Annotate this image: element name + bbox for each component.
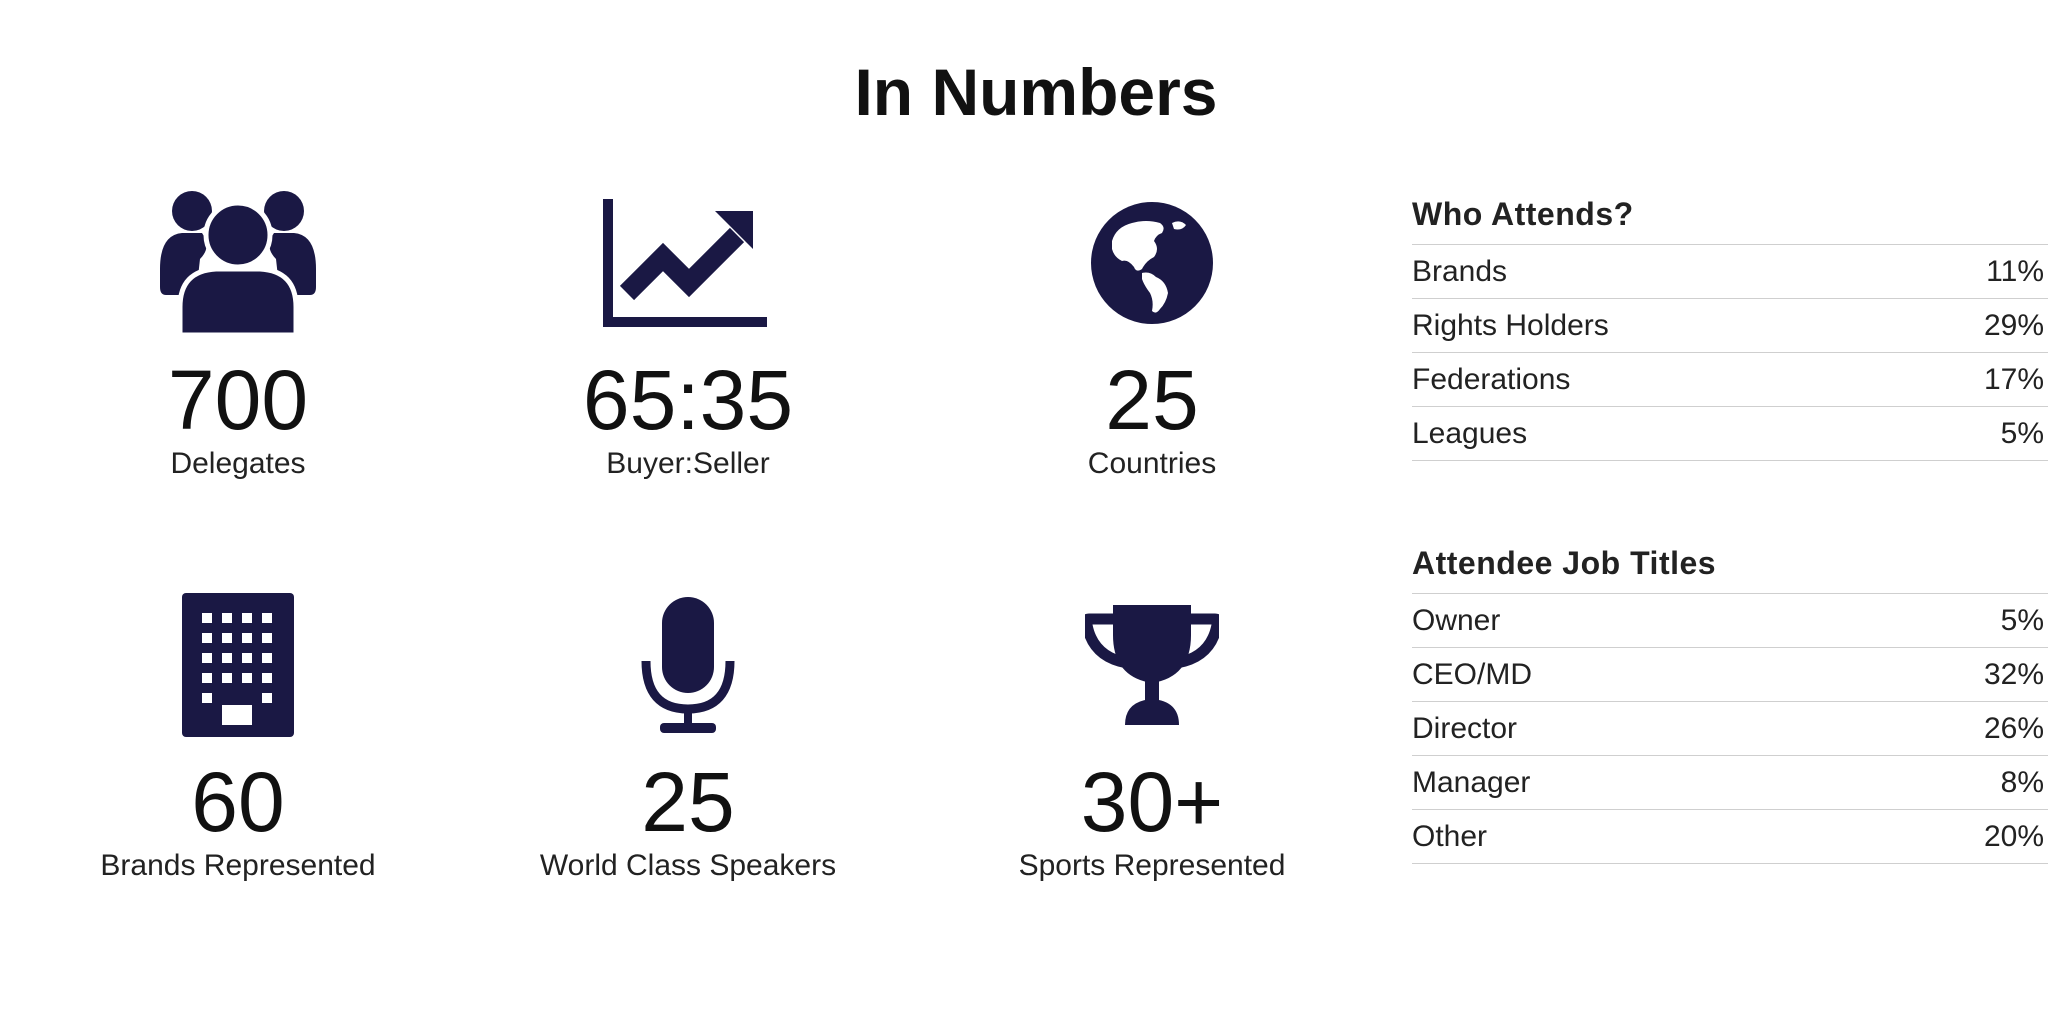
- row-label: Federations: [1412, 362, 1571, 396]
- stat-brands-represented: 60 Brands Represented: [0, 590, 478, 884]
- row-label: CEO/MD: [1412, 657, 1532, 691]
- row-value: 17%: [1983, 362, 2044, 396]
- stat-label: Brands Represented: [100, 849, 376, 882]
- row-label: Rights Holders: [1412, 308, 1609, 342]
- microphone-icon: [448, 590, 928, 740]
- row-value: 5%: [2000, 416, 2044, 450]
- stat-value: 25: [641, 755, 735, 849]
- stat-label: Countries: [1087, 447, 1217, 480]
- table-row: Manager 8%: [1412, 756, 2048, 810]
- table-row: Brands 11%: [1412, 245, 2048, 299]
- row-label: Director: [1412, 711, 1518, 745]
- row-label: Other: [1412, 819, 1488, 853]
- stat-value: 700: [167, 353, 309, 447]
- row-value: 8%: [2000, 765, 2044, 799]
- row-value: 20%: [1983, 819, 2044, 853]
- job-titles-heading: Attendee Job Titles: [1412, 543, 2048, 594]
- row-value: 29%: [1983, 308, 2044, 342]
- job-titles-table: Attendee Job Titles Owner 5% CEO/MD 32% …: [1412, 543, 2048, 864]
- table-row: Other 20%: [1412, 810, 2048, 864]
- stat-label: Delegates: [170, 447, 306, 480]
- growth-chart-icon: [448, 188, 928, 338]
- row-label: Leagues: [1412, 416, 1528, 450]
- stat-value: 60: [191, 755, 285, 849]
- stat-value: 65:35: [582, 353, 794, 447]
- stat-countries: 25 Countries: [912, 188, 1392, 482]
- table-row: CEO/MD 32%: [1412, 648, 2048, 702]
- stat-label: Buyer:Seller: [606, 447, 770, 480]
- page-title: In Numbers: [854, 55, 1218, 129]
- table-row: Director 26%: [1412, 702, 2048, 756]
- who-attends-table: Who Attends? Brands 11% Rights Holders 2…: [1412, 194, 2048, 461]
- row-value: 26%: [1983, 711, 2044, 745]
- stat-label: World Class Speakers: [539, 849, 837, 882]
- trophy-icon: [912, 590, 1392, 740]
- row-label: Owner: [1412, 603, 1501, 637]
- stat-label: Sports Represented: [1018, 849, 1286, 882]
- stat-value: 25: [1105, 353, 1199, 447]
- row-label: Brands: [1412, 254, 1508, 288]
- stat-buyer-seller: 65:35 Buyer:Seller: [448, 188, 928, 482]
- who-attends-heading: Who Attends?: [1412, 194, 2048, 245]
- table-row: Leagues 5%: [1412, 407, 2048, 461]
- stat-value: 30+: [1080, 755, 1224, 849]
- stat-delegates: 700 Delegates: [0, 188, 478, 482]
- people-icon: [0, 188, 478, 338]
- globe-icon: [912, 188, 1392, 338]
- stat-world-class-speakers: 25 World Class Speakers: [448, 590, 928, 884]
- table-row: Owner 5%: [1412, 594, 2048, 648]
- table-row: Federations 17%: [1412, 353, 2048, 407]
- stat-sports-represented: 30+ Sports Represented: [912, 590, 1392, 884]
- building-icon: [0, 590, 478, 740]
- table-row: Rights Holders 29%: [1412, 299, 2048, 353]
- row-value: 11%: [1986, 254, 2044, 288]
- row-value: 5%: [2000, 603, 2044, 637]
- row-value: 32%: [1983, 657, 2044, 691]
- row-label: Manager: [1412, 765, 1531, 799]
